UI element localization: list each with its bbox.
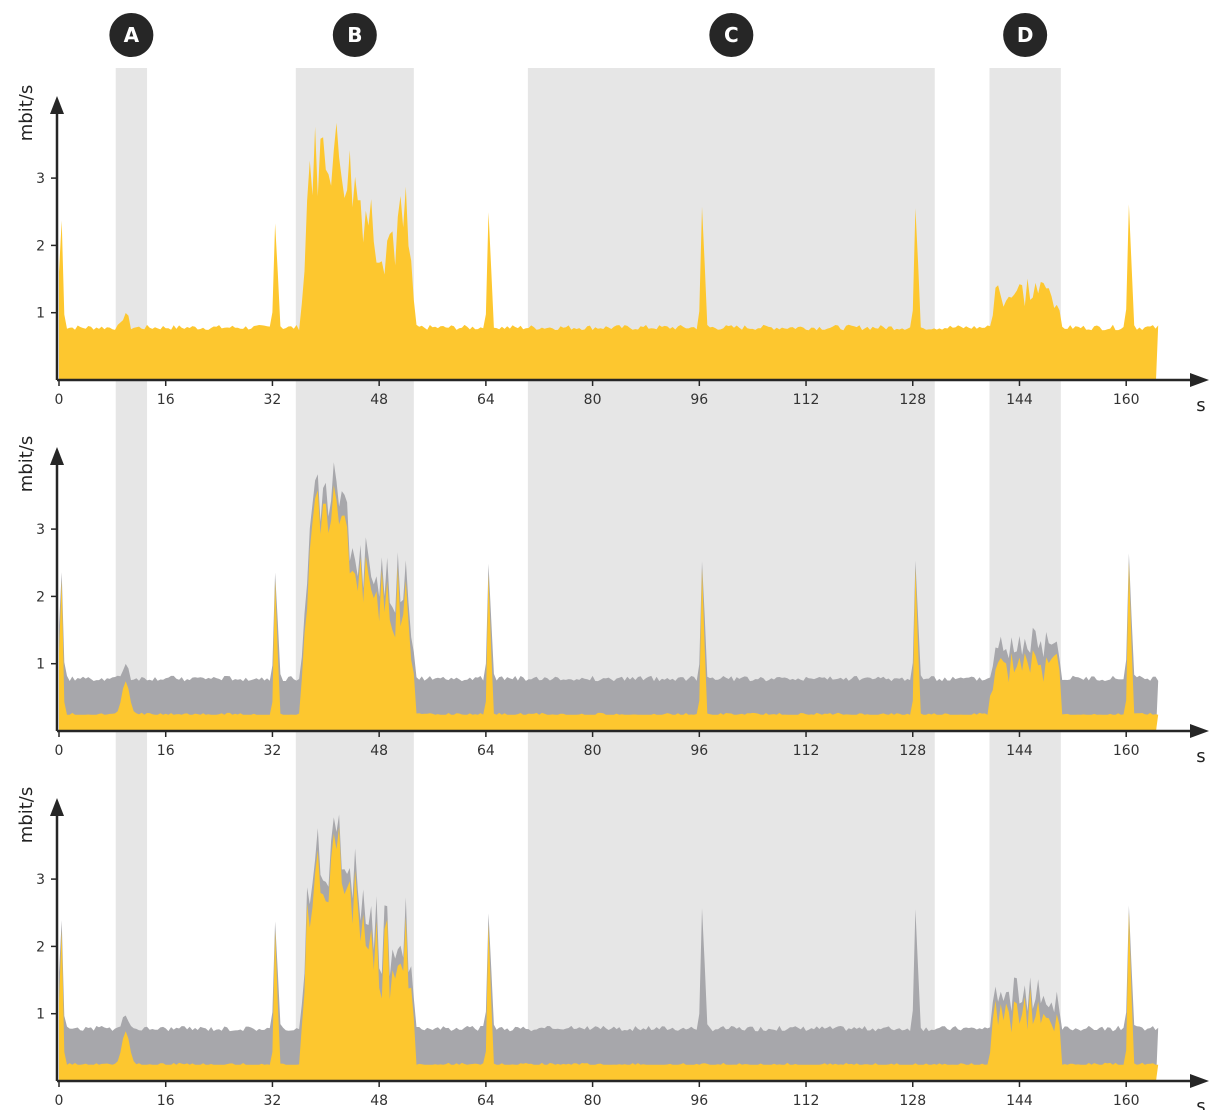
x-tick-label: 96 — [690, 743, 708, 759]
x-tick-label: 32 — [264, 392, 282, 408]
x-tick-label: 112 — [793, 743, 820, 759]
x-tick-label: 32 — [264, 743, 282, 759]
badge-c — [709, 13, 754, 57]
y-axis-label: mbit/s — [16, 436, 37, 492]
badge-b — [332, 13, 377, 57]
series-yellow-area — [59, 122, 1159, 381]
x-tick-label: 0 — [55, 1093, 64, 1109]
x-tick-label: 64 — [477, 743, 495, 759]
badge-label-d: D — [1017, 23, 1034, 47]
x-tick-label: 128 — [899, 1093, 926, 1109]
x-tick-label: 48 — [370, 392, 388, 408]
highlight-band-d — [989, 68, 1061, 1081]
y-axis-arrow — [50, 447, 64, 465]
y-tick-label: 2 — [36, 939, 45, 955]
x-tick-label: 144 — [1006, 743, 1033, 759]
x-tick-label: 16 — [157, 743, 175, 759]
x-axis-arrow — [1190, 1074, 1209, 1088]
x-tick-label: 80 — [584, 743, 602, 759]
x-axis-arrow — [1190, 724, 1209, 738]
x-axis-label: s — [1196, 746, 1205, 767]
y-tick-label: 3 — [36, 522, 45, 538]
x-tick-label: 112 — [793, 392, 820, 408]
x-axis-label: s — [1196, 395, 1205, 416]
x-tick-label: 64 — [477, 392, 495, 408]
y-tick-label: 1 — [36, 1007, 45, 1023]
highlight-band-c — [527, 68, 935, 1081]
x-tick-label: 112 — [793, 1093, 820, 1109]
x-tick-label: 0 — [55, 743, 64, 759]
x-axis-label: s — [1196, 1096, 1205, 1110]
badge-a — [109, 13, 154, 57]
x-tick-label: 144 — [1006, 1093, 1033, 1109]
x-tick-label: 160 — [1113, 743, 1140, 759]
x-tick-label: 96 — [690, 392, 708, 408]
x-tick-label: 160 — [1113, 392, 1140, 408]
y-axis-arrow — [50, 798, 64, 816]
badge-label-c: C — [724, 23, 739, 47]
y-axis-label: mbit/s — [16, 787, 37, 843]
x-tick-label: 96 — [690, 1093, 708, 1109]
x-tick-label: 128 — [899, 392, 926, 408]
badge-label-b: B — [347, 23, 362, 47]
y-tick-label: 3 — [36, 872, 45, 888]
y-tick-label: 2 — [36, 238, 45, 254]
x-tick-label: 48 — [370, 743, 388, 759]
x-tick-label: 160 — [1113, 1093, 1140, 1109]
badge-label-a: A — [124, 23, 140, 47]
y-axis-label: mbit/s — [16, 85, 37, 141]
series-yellow-area — [59, 827, 1159, 1081]
x-tick-label: 0 — [55, 392, 64, 408]
x-tick-label: 16 — [157, 1093, 175, 1109]
y-tick-label: 2 — [36, 589, 45, 605]
x-tick-label: 144 — [1006, 392, 1033, 408]
highlight-band-a — [115, 68, 148, 1081]
y-axis-arrow — [50, 96, 64, 114]
y-tick-label: 1 — [36, 306, 45, 322]
badge-d — [1003, 13, 1048, 57]
x-tick-label: 80 — [584, 392, 602, 408]
y-tick-label: 3 — [36, 171, 45, 187]
series-yellow-area — [59, 485, 1159, 731]
y-tick-label: 1 — [36, 657, 45, 673]
x-tick-label: 64 — [477, 1093, 495, 1109]
x-tick-label: 16 — [157, 392, 175, 408]
x-tick-label: 128 — [899, 743, 926, 759]
x-axis-arrow — [1190, 373, 1209, 387]
x-tick-label: 80 — [584, 1093, 602, 1109]
x-tick-label: 32 — [264, 1093, 282, 1109]
x-tick-label: 48 — [370, 1093, 388, 1109]
